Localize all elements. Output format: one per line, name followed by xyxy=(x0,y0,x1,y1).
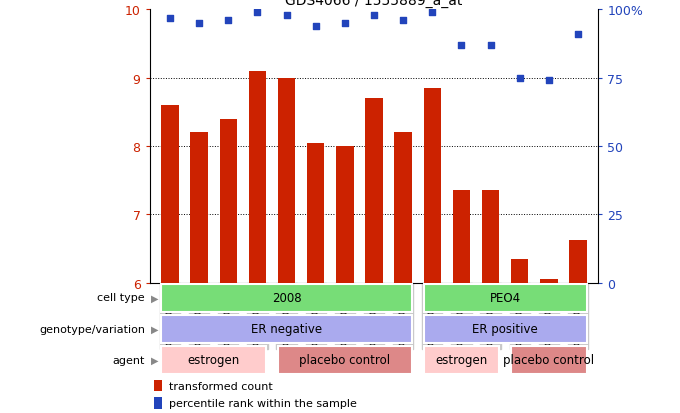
Bar xyxy=(511,259,528,283)
Point xyxy=(427,10,438,17)
Bar xyxy=(394,133,412,283)
Bar xyxy=(161,347,266,374)
Bar xyxy=(154,380,162,392)
Bar xyxy=(249,72,266,283)
Text: placebo control: placebo control xyxy=(503,353,594,366)
Bar xyxy=(190,133,208,283)
Text: percentile rank within the sample: percentile rank within the sample xyxy=(169,398,357,408)
Point xyxy=(310,24,321,30)
Point xyxy=(485,43,496,49)
Bar xyxy=(161,106,179,283)
Bar xyxy=(453,191,470,283)
Point xyxy=(369,12,379,19)
Point xyxy=(398,18,409,24)
Title: GDS4066 / 1555889_a_at: GDS4066 / 1555889_a_at xyxy=(286,0,462,8)
Bar xyxy=(424,316,587,343)
Bar xyxy=(540,280,558,283)
Point xyxy=(165,15,175,22)
Text: genotype/variation: genotype/variation xyxy=(39,324,145,334)
Text: ▶: ▶ xyxy=(150,355,158,365)
Point xyxy=(281,12,292,19)
Bar xyxy=(511,347,587,374)
Text: ER positive: ER positive xyxy=(473,322,538,335)
Point xyxy=(223,18,234,24)
Text: PEO4: PEO4 xyxy=(490,291,521,304)
Text: estrogen: estrogen xyxy=(188,353,240,366)
Text: cell type: cell type xyxy=(97,293,145,303)
Bar xyxy=(336,147,354,283)
Bar xyxy=(161,285,412,312)
Bar xyxy=(307,143,324,283)
Text: transformed count: transformed count xyxy=(169,381,273,391)
Bar xyxy=(424,347,499,374)
Point xyxy=(339,21,350,27)
Bar xyxy=(365,99,383,283)
Text: ▶: ▶ xyxy=(150,293,158,303)
Bar xyxy=(161,316,412,343)
Bar xyxy=(154,397,162,408)
Point xyxy=(194,21,205,27)
Text: ▶: ▶ xyxy=(150,324,158,334)
Bar xyxy=(278,78,295,283)
Bar xyxy=(482,191,499,283)
Point xyxy=(456,43,467,49)
Point xyxy=(252,10,263,17)
Point xyxy=(543,78,554,85)
Text: placebo control: placebo control xyxy=(299,353,390,366)
Text: estrogen: estrogen xyxy=(435,353,488,366)
Bar xyxy=(424,89,441,283)
Text: ER negative: ER negative xyxy=(251,322,322,335)
Bar xyxy=(424,285,587,312)
Text: agent: agent xyxy=(113,355,145,365)
Bar xyxy=(220,119,237,283)
Bar xyxy=(569,241,587,283)
Point xyxy=(514,75,525,82)
Text: 2008: 2008 xyxy=(272,291,301,304)
Bar xyxy=(278,347,412,374)
Point xyxy=(573,31,583,38)
